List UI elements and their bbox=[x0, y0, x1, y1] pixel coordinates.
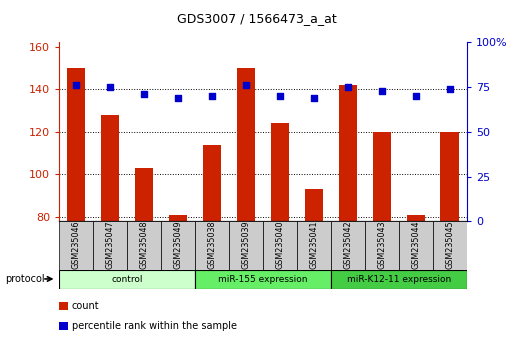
Point bbox=[140, 91, 148, 97]
Bar bbox=[263, 221, 297, 271]
Point bbox=[412, 93, 420, 99]
Text: count: count bbox=[72, 301, 100, 311]
Bar bbox=[339, 85, 357, 354]
Bar bbox=[93, 221, 127, 271]
Bar bbox=[195, 221, 229, 271]
Point bbox=[344, 84, 352, 90]
Bar bbox=[229, 221, 263, 271]
Text: GSM235041: GSM235041 bbox=[309, 221, 319, 269]
Text: control: control bbox=[111, 275, 143, 284]
Bar bbox=[406, 215, 425, 354]
Bar bbox=[59, 270, 195, 289]
Point bbox=[276, 93, 284, 99]
Bar bbox=[372, 132, 391, 354]
Bar bbox=[134, 168, 153, 354]
Text: miR-155 expression: miR-155 expression bbox=[218, 275, 308, 284]
Text: GSM235039: GSM235039 bbox=[242, 221, 250, 269]
Text: GSM235046: GSM235046 bbox=[71, 221, 81, 269]
Bar bbox=[305, 189, 323, 354]
Bar bbox=[433, 221, 467, 271]
Point bbox=[378, 88, 386, 93]
Text: GDS3007 / 1566473_a_at: GDS3007 / 1566473_a_at bbox=[176, 12, 337, 25]
Bar bbox=[161, 221, 195, 271]
Text: GSM235043: GSM235043 bbox=[378, 221, 386, 269]
Text: GSM235042: GSM235042 bbox=[343, 221, 352, 269]
Bar bbox=[399, 221, 433, 271]
Text: GSM235040: GSM235040 bbox=[275, 221, 284, 269]
Text: GSM235048: GSM235048 bbox=[140, 221, 148, 269]
Text: GSM235047: GSM235047 bbox=[106, 221, 114, 269]
Text: percentile rank within the sample: percentile rank within the sample bbox=[72, 321, 237, 331]
Point bbox=[208, 93, 216, 99]
Bar bbox=[441, 132, 459, 354]
Point bbox=[242, 82, 250, 88]
Bar bbox=[195, 270, 331, 289]
Bar bbox=[127, 221, 161, 271]
Bar bbox=[331, 221, 365, 271]
Bar bbox=[203, 145, 221, 354]
Point bbox=[174, 95, 182, 101]
Text: GSM235045: GSM235045 bbox=[445, 221, 455, 269]
Point bbox=[310, 95, 318, 101]
Text: miR-K12-11 expression: miR-K12-11 expression bbox=[347, 275, 451, 284]
Text: protocol: protocol bbox=[5, 274, 45, 284]
Text: GSM235049: GSM235049 bbox=[173, 221, 183, 269]
Text: GSM235044: GSM235044 bbox=[411, 221, 420, 269]
Bar bbox=[169, 215, 187, 354]
Bar bbox=[101, 115, 120, 354]
Bar bbox=[236, 68, 255, 354]
Bar bbox=[331, 270, 467, 289]
Point bbox=[106, 84, 114, 90]
Point bbox=[72, 82, 80, 88]
Bar bbox=[270, 123, 289, 354]
Point bbox=[446, 86, 454, 92]
Bar bbox=[67, 68, 85, 354]
Bar bbox=[365, 221, 399, 271]
Bar bbox=[297, 221, 331, 271]
Text: GSM235038: GSM235038 bbox=[207, 221, 216, 269]
Bar bbox=[59, 221, 93, 271]
